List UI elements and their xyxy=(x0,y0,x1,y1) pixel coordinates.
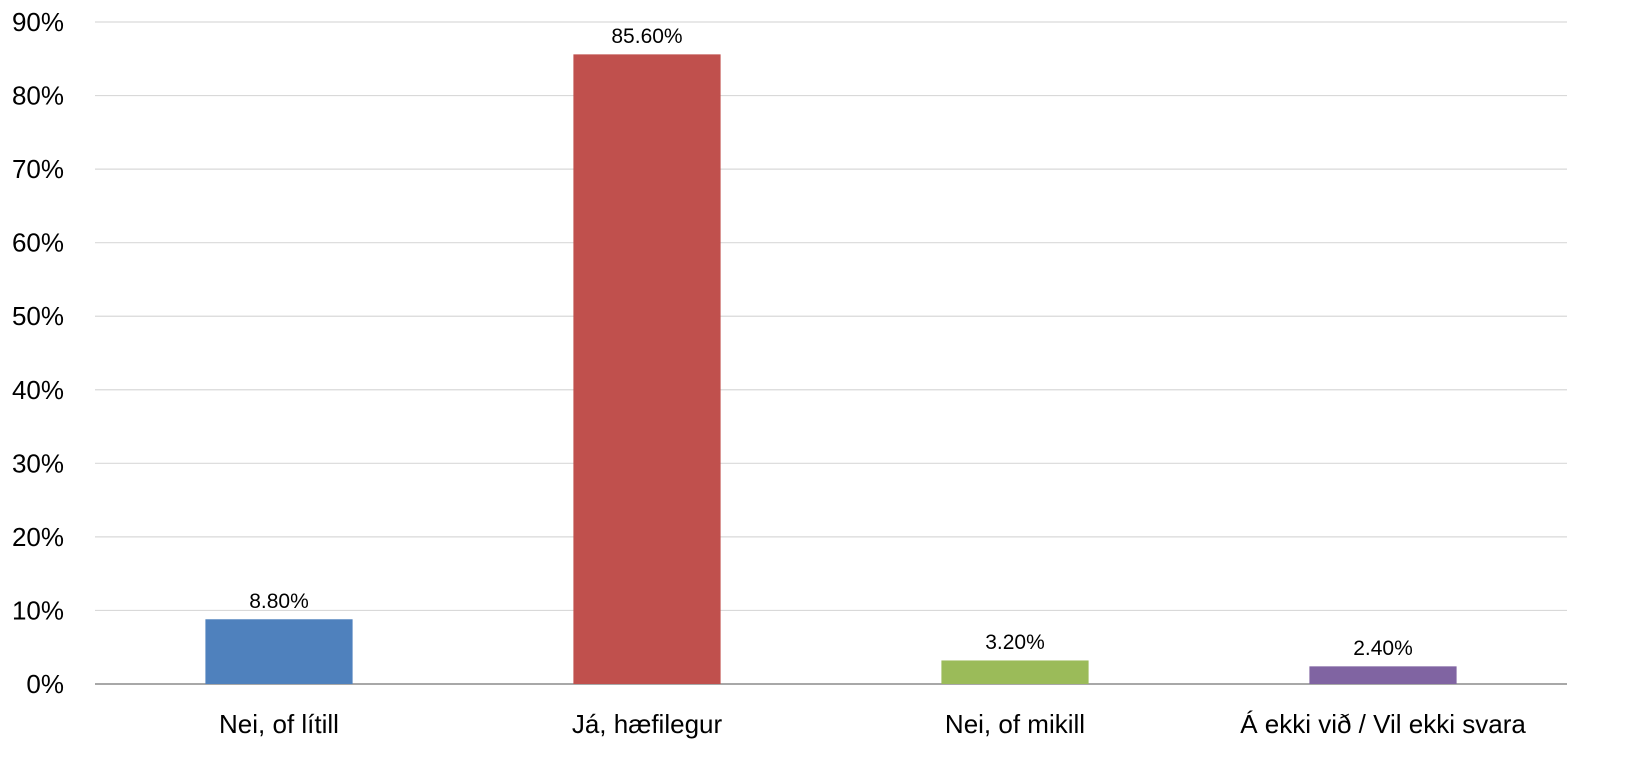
bars xyxy=(205,54,1457,685)
y-tick-label: 90% xyxy=(12,7,64,37)
y-tick-label: 20% xyxy=(12,522,64,552)
y-tick-label: 0% xyxy=(26,669,64,699)
x-tick-label: Nei, of mikill xyxy=(945,709,1085,739)
y-tick-label: 60% xyxy=(12,228,64,258)
x-tick-label: Nei, of lítill xyxy=(219,709,339,739)
data-label: 3.20% xyxy=(985,631,1045,654)
y-axis-tick-labels: 0% 10% 20% 30% 40% 50% 60% 70% 80% 90% xyxy=(12,7,64,699)
bar xyxy=(205,619,353,684)
y-tick-label: 80% xyxy=(12,81,64,111)
y-tick-label: 10% xyxy=(12,595,64,625)
x-tick-label: Á ekki við / Vil ekki svara xyxy=(1240,709,1526,739)
data-label: 2.40% xyxy=(1353,637,1413,660)
bar xyxy=(1309,666,1457,684)
data-label: 85.60% xyxy=(611,25,682,48)
y-tick-label: 70% xyxy=(12,154,64,184)
x-axis-tick-labels: Nei, of lítill Já, hæfilegur Nei, of mikil… xyxy=(219,709,1526,739)
gridlines xyxy=(95,21,1567,685)
data-labels: 8.80% 85.60% 3.20% 2.40% xyxy=(249,25,1413,660)
x-tick-label: Já, hæfilegur xyxy=(572,709,723,739)
y-tick-label: 40% xyxy=(12,375,64,405)
data-label: 8.80% xyxy=(249,590,309,613)
y-tick-label: 30% xyxy=(12,448,64,478)
bar xyxy=(573,54,721,685)
y-tick-label: 50% xyxy=(12,301,64,331)
bar xyxy=(941,660,1089,684)
